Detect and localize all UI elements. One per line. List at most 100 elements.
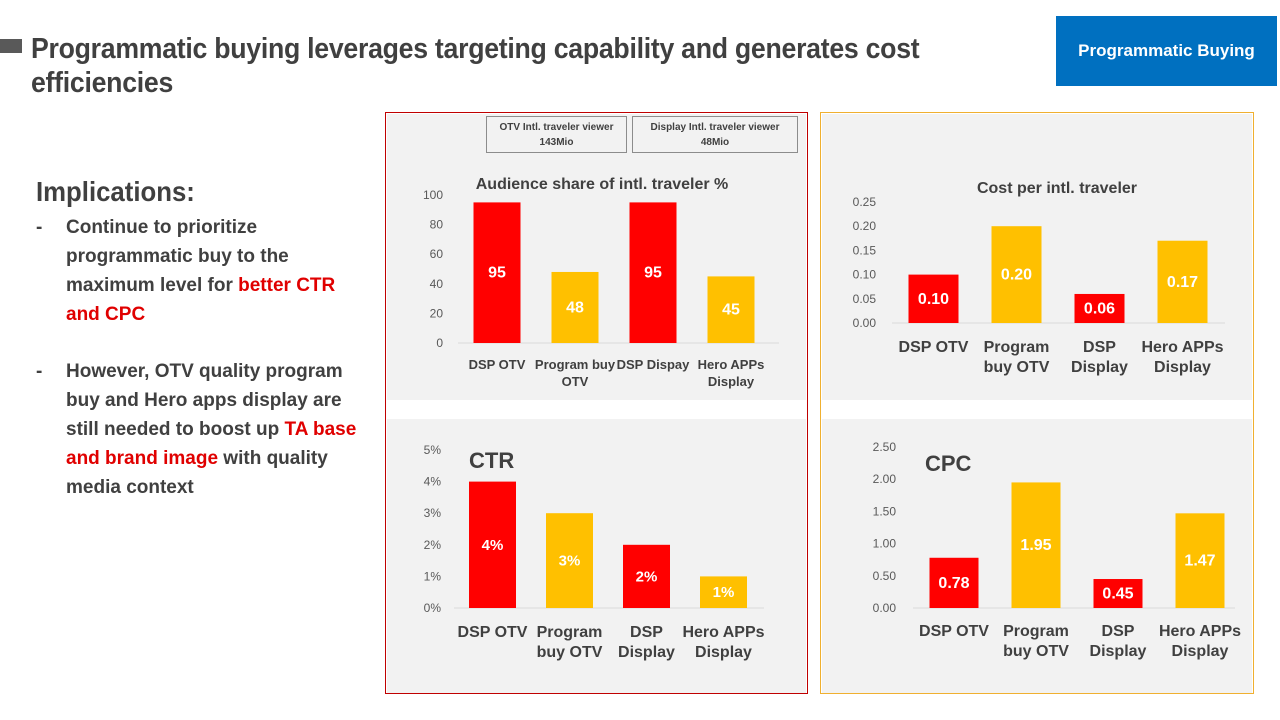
data-label: 0.06 <box>1084 300 1115 317</box>
data-label: 95 <box>644 265 662 282</box>
data-label: 3% <box>559 553 581 570</box>
category-label: Display <box>1172 643 1229 660</box>
y-tick-label: 0.00 <box>873 601 897 615</box>
page-title: Programmatic buying leverages targeting … <box>31 33 920 99</box>
data-label: 2% <box>636 568 658 585</box>
data-label: 4% <box>482 537 504 554</box>
data-label: 0.10 <box>918 291 949 308</box>
chart-title: Audience share of intl. traveler % <box>476 176 729 193</box>
category-label: Hero APPs <box>698 357 765 372</box>
y-tick-label: 60 <box>430 247 444 261</box>
category-label: DSP <box>1083 339 1116 356</box>
bullet-highlight: better CTR and CPC <box>66 275 336 325</box>
audience-panel-bg <box>387 114 806 400</box>
implication-bullet-2: - However, OTV quality program buy and H… <box>36 357 366 502</box>
bar <box>473 202 521 343</box>
section-tag: Programmatic Buying <box>1056 16 1277 86</box>
bar <box>700 576 747 608</box>
y-tick-label: 100 <box>423 188 443 202</box>
bar <box>546 513 593 608</box>
category-label: DSP OTV <box>919 623 989 640</box>
y-tick-label: 4% <box>424 475 442 489</box>
bar <box>991 226 1042 323</box>
category-label: Hero APPs <box>682 624 764 641</box>
category-label: Program <box>984 339 1050 356</box>
data-label: 95 <box>488 265 506 282</box>
bar <box>1074 293 1125 323</box>
category-label: Display <box>708 374 755 389</box>
bullet-tail: with quality media context <box>66 448 328 498</box>
data-label: 0.78 <box>938 575 969 592</box>
y-tick-label: 0.05 <box>853 292 877 306</box>
data-label: 48 <box>566 299 584 316</box>
bar <box>707 276 755 343</box>
data-label: 0.20 <box>1001 267 1032 284</box>
category-label: Display <box>695 644 752 661</box>
category-label: Display <box>1071 359 1128 376</box>
data-label: 0.17 <box>1167 274 1198 291</box>
bar <box>1157 240 1208 323</box>
y-tick-label: 0.15 <box>853 243 877 257</box>
y-tick-label: 5% <box>424 443 442 457</box>
bar <box>629 202 677 343</box>
category-label: Program <box>537 624 603 641</box>
category-label: Program buy <box>535 357 616 372</box>
otv-viewer-label: OTV Intl. traveler viewer <box>499 122 614 133</box>
bar <box>929 557 979 608</box>
chart-title: CPC <box>925 451 972 476</box>
bullet-text: However, OTV quality program buy and Her… <box>66 361 343 440</box>
y-tick-label: 40 <box>430 277 444 291</box>
bar <box>551 271 599 343</box>
y-tick-label: 0.10 <box>853 268 877 282</box>
y-tick-label: 0.25 <box>853 195 877 209</box>
bar <box>908 274 959 323</box>
category-label: Display <box>1090 643 1147 660</box>
data-label: 1.95 <box>1020 537 1051 554</box>
y-tick-label: 80 <box>430 218 444 232</box>
category-label: Hero APPs <box>1141 339 1223 356</box>
category-label: buy OTV <box>537 644 603 661</box>
y-tick-label: 1% <box>424 569 442 583</box>
y-tick-label: 2.50 <box>873 440 897 454</box>
otv-viewer-value: 143Mio <box>539 137 574 148</box>
data-label: 1% <box>713 584 735 601</box>
bar <box>1175 513 1225 608</box>
bar <box>1093 579 1143 608</box>
ctr-chart: CTR 0% 1% 2% 3% 4% 5% 4% DSP OTV 3% Program buy OTV… <box>424 443 765 661</box>
otv-viewer-box: OTV Intl. traveler viewer 143Mio <box>486 116 627 153</box>
category-label: DSP <box>1102 623 1135 640</box>
ctr-panel-bg <box>387 419 806 693</box>
category-label: Program <box>1003 623 1069 640</box>
category-label: Hero APPs <box>1159 623 1241 640</box>
data-label: 1.47 <box>1184 553 1215 570</box>
chart-title: CTR <box>469 448 514 473</box>
category-label: buy OTV <box>1003 643 1069 660</box>
y-tick-label: 0% <box>424 601 442 615</box>
category-label: DSP Dispay <box>617 357 691 372</box>
y-tick-label: 2% <box>424 538 442 552</box>
bullet-text: Continue to prioritize programmatic buy … <box>66 217 289 296</box>
category-label: Display <box>618 644 675 661</box>
y-tick-label: 3% <box>424 506 442 520</box>
bar <box>1011 482 1061 608</box>
display-viewer-value: 48Mio <box>700 137 730 148</box>
category-label: DSP OTV <box>469 357 526 372</box>
cost-per-traveler-chart: Cost per intl. traveler 0.00 0.05 0.10 0.15 0… <box>853 180 1225 376</box>
cost-frame <box>820 112 1254 694</box>
title-marker <box>0 39 22 53</box>
implications-heading: Implications: <box>36 176 195 207</box>
display-viewer-label: Display Intl. traveler viewer <box>650 122 780 133</box>
y-tick-label: 1.00 <box>873 537 897 551</box>
y-tick-label: 2.00 <box>873 472 897 486</box>
cpc-chart: CPC 0.00 0.50 1.00 1.50 2.00 2.50 0.78 DSP OTV 1.… <box>873 440 1242 660</box>
bullet-dash: - <box>36 361 43 382</box>
y-tick-label: 1.50 <box>873 504 897 518</box>
implication-bullet-1: - Continue to prioritize programmatic bu… <box>36 213 366 329</box>
data-label: 45 <box>722 302 740 319</box>
bar <box>469 481 516 608</box>
bullet-highlight: TA base and brand image <box>66 419 357 469</box>
display-viewer-box: Display Intl. traveler viewer 48Mio <box>632 116 798 153</box>
y-tick-label: 20 <box>430 306 444 320</box>
bullet-dash: - <box>36 217 43 238</box>
programmatic-reach-frame <box>385 112 808 694</box>
